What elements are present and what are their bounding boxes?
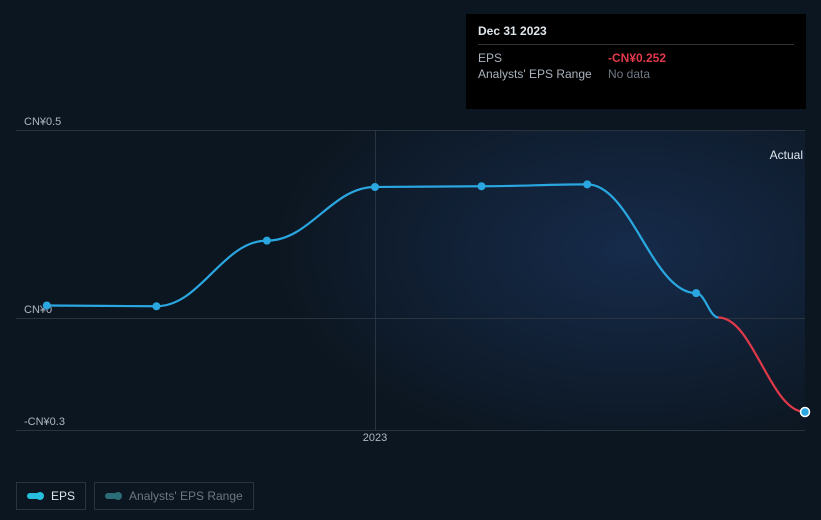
x-axis-label: 2023: [363, 432, 387, 444]
eps-marker[interactable]: [43, 302, 51, 310]
y-axis-label: CN¥0.5: [24, 116, 61, 128]
eps-chart: { "chart": { "type": "line", "background…: [0, 0, 821, 520]
tooltip-row-label: EPS: [478, 51, 608, 65]
eps-marker[interactable]: [263, 237, 271, 245]
tooltip-row: EPS-CN¥0.252: [478, 51, 794, 65]
eps-line-positive: [47, 184, 719, 317]
gridline: [16, 430, 805, 431]
legend: EPS Analysts' EPS Range: [16, 482, 254, 510]
tooltip-date: Dec 31 2023: [478, 24, 794, 38]
tooltip: Dec 31 2023 EPS-CN¥0.252Analysts' EPS Ra…: [466, 14, 806, 109]
eps-line-negative: [718, 318, 805, 413]
eps-marker[interactable]: [583, 180, 591, 188]
legend-swatch: [105, 493, 121, 499]
legend-item-analysts_range[interactable]: Analysts' EPS Range: [94, 482, 254, 510]
eps-marker[interactable]: [692, 289, 700, 297]
eps-marker[interactable]: [478, 182, 486, 190]
eps-marker[interactable]: [371, 183, 379, 191]
tooltip-row: Analysts' EPS RangeNo data: [478, 67, 794, 81]
tooltip-row-label: Analysts' EPS Range: [478, 67, 608, 81]
legend-swatch: [27, 493, 43, 499]
legend-label: Analysts' EPS Range: [129, 489, 243, 503]
tooltip-row-value: -CN¥0.252: [608, 51, 666, 65]
tooltip-row-value: No data: [608, 67, 650, 81]
chart-svg: [16, 130, 805, 430]
tooltip-divider: [478, 44, 794, 45]
eps-marker[interactable]: [152, 302, 160, 310]
legend-item-eps[interactable]: EPS: [16, 482, 86, 510]
legend-label: EPS: [51, 489, 75, 503]
eps-marker-end[interactable]: [801, 408, 810, 417]
